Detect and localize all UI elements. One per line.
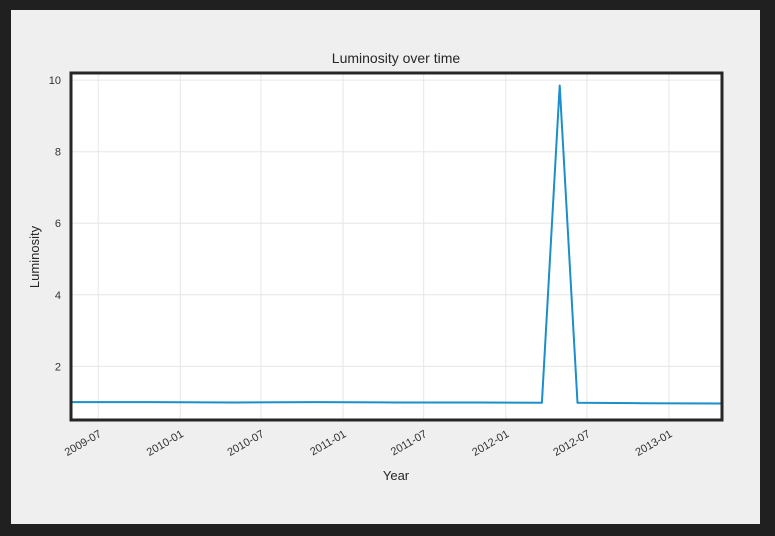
series-group bbox=[71, 84, 723, 405]
x-tick-label: 2013-01 bbox=[633, 428, 674, 459]
luminosity-line-chart: 2009-07 2010-01 2010-07 2011-01 2011-07 2012-… bbox=[27, 50, 724, 483]
y-tick-label: 4 bbox=[55, 290, 61, 302]
chart-figure: 2009-07 2010-01 2010-07 2011-01 2011-07 2012-… bbox=[11, 10, 760, 524]
y-tick-label: 8 bbox=[55, 147, 61, 159]
x-tick-label: 2010-01 bbox=[145, 428, 186, 459]
x-tick-label: 2009-07 bbox=[63, 428, 104, 459]
y-tick-label: 2 bbox=[55, 361, 61, 373]
y-tick-label: 6 bbox=[55, 218, 61, 230]
y-axis-label: Luminosity bbox=[27, 225, 42, 288]
x-tick-labels: 2009-07 2010-01 2010-07 2011-01 2011-07 2012-… bbox=[63, 428, 675, 459]
x-axis-label: Year bbox=[383, 468, 410, 483]
plot-area bbox=[71, 73, 722, 420]
x-tick-label: 2011-01 bbox=[308, 428, 348, 458]
y-tick-label: 10 bbox=[49, 75, 61, 87]
series-line bbox=[71, 84, 723, 405]
x-tick-label: 2012-01 bbox=[470, 428, 511, 459]
plot-frame bbox=[69, 71, 724, 422]
x-tick-label: 2010-07 bbox=[225, 428, 266, 459]
y-tick-labels: 2 4 6 8 10 bbox=[49, 75, 61, 373]
x-tick-label: 2012-07 bbox=[551, 428, 592, 459]
chart-title: Luminosity over time bbox=[332, 50, 461, 66]
gridlines bbox=[71, 73, 722, 420]
x-tick-label: 2011-07 bbox=[389, 428, 429, 458]
